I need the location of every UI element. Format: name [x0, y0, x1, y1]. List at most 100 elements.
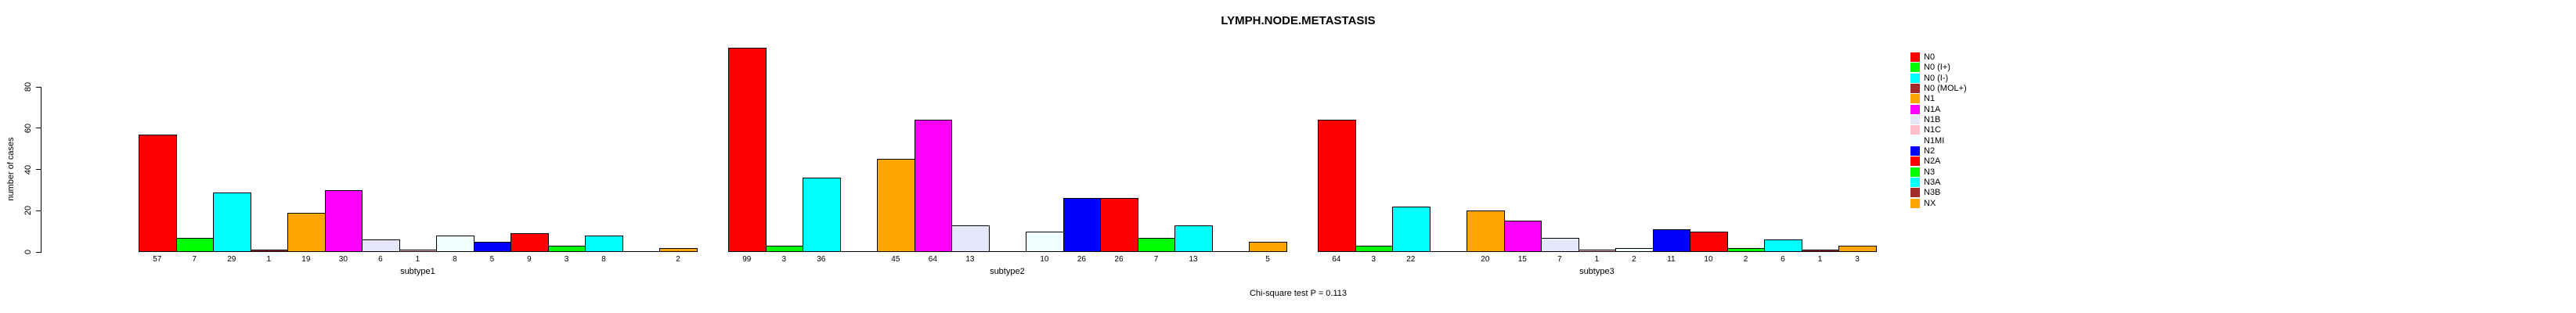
bar-value-label: 3: [564, 255, 569, 264]
bar: [659, 248, 698, 252]
legend-label: N3: [1924, 167, 1936, 177]
bar: [399, 250, 437, 252]
legend-label: N1A: [1924, 104, 1941, 114]
bar-value-label: 1: [415, 255, 420, 264]
legend-label: NX: [1924, 198, 1936, 208]
bar: [1063, 198, 1101, 252]
bar-value-label: 3: [781, 255, 787, 264]
bar: [1615, 248, 1654, 252]
legend-swatch: [1910, 104, 1920, 114]
legend-label: N1C: [1924, 125, 1942, 135]
legend-swatch: [1910, 125, 1920, 135]
zero-height-bar: [1212, 251, 1250, 252]
bar: [548, 246, 586, 252]
bar-value-label: 7: [1557, 255, 1562, 264]
legend-label: N1: [1924, 94, 1936, 104]
bar-value-label: 11: [1667, 255, 1676, 264]
zero-height-bar: [1430, 251, 1467, 252]
bar-value-label: 22: [1406, 255, 1416, 264]
y-axis-title: number of cases: [6, 137, 16, 201]
legend-label: N0 (MOL+): [1924, 83, 1967, 93]
bar-value-label: 19: [301, 255, 311, 264]
bar: [951, 225, 990, 252]
bar: [1764, 239, 1802, 252]
bar-value-label: 57: [153, 255, 162, 264]
bar: [251, 250, 288, 252]
group-label-subtype2: subtype2: [990, 267, 1025, 276]
bar: [287, 213, 326, 252]
bar-value-label: 9: [527, 255, 532, 264]
bar: [1541, 238, 1579, 252]
bar-value-label: 36: [817, 255, 826, 264]
bar: [436, 236, 474, 252]
bar: [139, 135, 177, 252]
bar-value-label: 7: [192, 255, 197, 264]
bar-value-label: 26: [1077, 255, 1086, 264]
legend-label: N2A: [1924, 156, 1941, 167]
legend-swatch: [1910, 188, 1920, 198]
legend-swatch: [1910, 114, 1920, 124]
bar-value-label: 2: [1632, 255, 1636, 264]
bar: [1138, 238, 1175, 252]
legend-label: N2: [1924, 146, 1936, 156]
bar: [803, 178, 841, 252]
legend-swatch: [1910, 198, 1920, 208]
legend-label: N0 (I-): [1924, 73, 1949, 83]
bar: [176, 238, 214, 252]
bar-value-label: 6: [1780, 255, 1785, 264]
bar: [511, 233, 549, 252]
bar: [474, 242, 511, 252]
bar-value-label: 13: [965, 255, 975, 264]
bar-value-label: 45: [891, 255, 900, 264]
zero-height-bar: [840, 251, 878, 252]
bar-value-label: 3: [1371, 255, 1376, 264]
bar: [1727, 248, 1765, 252]
bar-value-label: 26: [1114, 255, 1124, 264]
legend-swatch: [1910, 63, 1920, 73]
bar-value-label: 29: [227, 255, 236, 264]
bar-value-label: 2: [1743, 255, 1748, 264]
bar: [1026, 232, 1064, 252]
bar: [1392, 207, 1431, 252]
legend-swatch: [1910, 94, 1920, 104]
bar: [1838, 246, 1877, 252]
legend-label: N1B: [1924, 114, 1941, 124]
bar: [585, 236, 623, 252]
y-tick-label: 40: [23, 164, 33, 174]
bar-value-label: 6: [378, 255, 383, 264]
bar-value-label: 13: [1189, 255, 1198, 264]
bar: [1578, 250, 1616, 252]
bar: [213, 192, 251, 252]
bar-value-label: 8: [601, 255, 606, 264]
bar: [915, 120, 952, 252]
bar: [362, 239, 400, 252]
bar-value-label: 1: [266, 255, 272, 264]
legend-swatch: [1910, 156, 1920, 167]
chart-title: LYMPH.NODE.METASTASIS: [1221, 14, 1376, 27]
bar: [325, 190, 363, 252]
legend-swatch: [1910, 52, 1920, 62]
bar-value-label: 10: [1704, 255, 1713, 264]
y-tick-mark: [36, 169, 41, 170]
y-tick-label: 0: [23, 249, 33, 255]
bar-value-label: 8: [453, 255, 457, 264]
bar: [1504, 221, 1542, 252]
zero-height-bar: [989, 251, 1026, 252]
legend-swatch: [1910, 177, 1920, 187]
y-tick-mark: [36, 251, 41, 253]
bar: [1318, 120, 1356, 252]
bar-value-label: 2: [676, 255, 680, 264]
bar: [728, 48, 767, 252]
y-tick-label: 80: [23, 81, 33, 92]
bar-value-label: 15: [1517, 255, 1527, 264]
legend-swatch: [1910, 83, 1920, 93]
y-tick-mark: [36, 210, 41, 211]
bar-value-label: 64: [1332, 255, 1341, 264]
bar-value-label: 30: [338, 255, 348, 264]
y-tick-mark: [36, 86, 41, 88]
bar: [1355, 246, 1393, 252]
bar-value-label: 64: [928, 255, 937, 264]
y-tick-label: 20: [23, 206, 33, 216]
bar-value-label: 10: [1040, 255, 1049, 264]
bar: [1690, 232, 1728, 252]
